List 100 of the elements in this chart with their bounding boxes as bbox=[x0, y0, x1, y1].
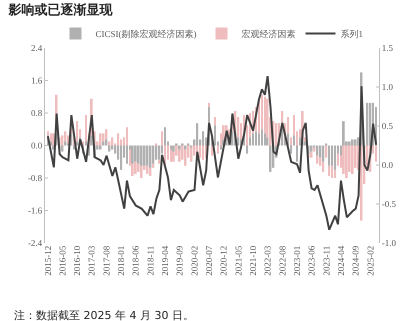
y-tick-label: 0.8 bbox=[30, 108, 43, 118]
bar bbox=[149, 146, 152, 168]
bar bbox=[170, 146, 172, 150]
x-tick-label: 2017-08 bbox=[101, 245, 112, 276]
bar bbox=[264, 133, 266, 146]
bar bbox=[342, 121, 345, 146]
bar bbox=[375, 146, 377, 162]
bar bbox=[172, 146, 175, 152]
bar bbox=[146, 146, 148, 166]
chart-title: 影响或已逐渐显现 bbox=[7, 2, 114, 18]
x-tick-label: 2020-07 bbox=[204, 245, 214, 276]
bar bbox=[296, 146, 298, 162]
x-tick-label: 2019-09 bbox=[174, 245, 185, 276]
bar bbox=[299, 137, 301, 146]
bar bbox=[334, 146, 336, 170]
bar bbox=[85, 115, 87, 142]
bar bbox=[264, 96, 266, 134]
x-tick-label: 2020-02 bbox=[189, 246, 200, 276]
x-tick-label: 2021-10 bbox=[248, 245, 258, 276]
bar bbox=[220, 146, 222, 150]
bar bbox=[64, 141, 66, 146]
bar bbox=[261, 129, 263, 146]
y2-tick-label: -1.0 bbox=[382, 238, 397, 248]
y2-tick-label: 0.5 bbox=[382, 121, 394, 132]
bar bbox=[366, 102, 368, 146]
bar bbox=[354, 139, 357, 146]
bar bbox=[322, 146, 324, 162]
y-tick-label: 2.4 bbox=[30, 43, 43, 54]
bar bbox=[170, 150, 172, 162]
y-tick-label: -1.6 bbox=[28, 206, 43, 216]
bar bbox=[202, 146, 204, 160]
y-tick-label: 1.6 bbox=[30, 76, 43, 86]
y2-tick-label: 1.5 bbox=[382, 43, 394, 54]
bar bbox=[134, 162, 137, 174]
bar bbox=[126, 146, 128, 164]
bar bbox=[99, 133, 102, 146]
bar bbox=[369, 102, 372, 146]
legend-label: CICSI(剔除宏观经济因素) bbox=[96, 29, 196, 40]
x-tick-label: 2022-03 bbox=[262, 245, 273, 276]
bar bbox=[214, 117, 216, 126]
bar bbox=[266, 137, 268, 146]
x-tick-label: 2021-05 bbox=[233, 245, 244, 276]
bar bbox=[152, 164, 154, 168]
bar bbox=[64, 131, 66, 142]
line-series bbox=[46, 75, 378, 231]
bar bbox=[340, 146, 342, 156]
bar bbox=[360, 146, 362, 221]
bar bbox=[152, 146, 154, 164]
bar bbox=[50, 133, 52, 142]
bar bbox=[161, 131, 163, 146]
bar bbox=[261, 94, 263, 130]
bar bbox=[184, 150, 187, 166]
bar bbox=[90, 135, 93, 146]
bar bbox=[134, 146, 137, 162]
bar bbox=[287, 117, 290, 134]
bar bbox=[143, 146, 146, 166]
bar bbox=[184, 146, 187, 150]
bar bbox=[249, 137, 252, 146]
bar bbox=[310, 146, 312, 152]
bar bbox=[328, 146, 330, 166]
bar bbox=[328, 166, 330, 176]
bar bbox=[61, 135, 64, 146]
x-tick-label: 2017-03 bbox=[86, 245, 97, 276]
bar bbox=[158, 146, 160, 160]
bar bbox=[111, 137, 114, 146]
bar bbox=[120, 146, 122, 170]
bar bbox=[190, 148, 192, 162]
y-tick-label: -2.4 bbox=[28, 238, 43, 248]
bar bbox=[111, 146, 114, 150]
bar bbox=[117, 133, 120, 146]
bar bbox=[140, 166, 143, 178]
bar bbox=[76, 121, 78, 142]
x-tick-label: 2025-02 bbox=[365, 246, 376, 276]
x-tick-label: 2024-09 bbox=[350, 245, 361, 276]
bar bbox=[202, 131, 204, 146]
x-tick-label: 2024-04 bbox=[336, 245, 346, 276]
x-tick-label: 2019-04 bbox=[160, 245, 170, 276]
bar bbox=[214, 125, 216, 146]
legend-label: 宏观经济因素 bbox=[242, 29, 296, 40]
bar bbox=[342, 146, 345, 174]
x-tick-label: 2015-12 bbox=[42, 246, 53, 276]
bar bbox=[137, 146, 140, 164]
bar bbox=[310, 152, 312, 158]
x-tick-label: 2022-08 bbox=[277, 245, 288, 276]
bar bbox=[105, 139, 108, 146]
bar bbox=[140, 146, 143, 166]
bar bbox=[351, 139, 354, 146]
bar bbox=[158, 160, 160, 164]
x-tick-label: 2016-05 bbox=[57, 245, 68, 276]
bar bbox=[146, 166, 148, 174]
bar bbox=[258, 133, 260, 146]
bar bbox=[290, 146, 292, 154]
bar bbox=[199, 146, 202, 158]
y-tick-label: 0.0 bbox=[30, 140, 43, 151]
x-tick-label: 2020-12 bbox=[218, 246, 229, 276]
bar bbox=[155, 146, 158, 160]
bar bbox=[105, 129, 108, 140]
legend-label: 系列1 bbox=[340, 29, 363, 40]
bar bbox=[102, 133, 104, 142]
bar bbox=[331, 146, 334, 166]
